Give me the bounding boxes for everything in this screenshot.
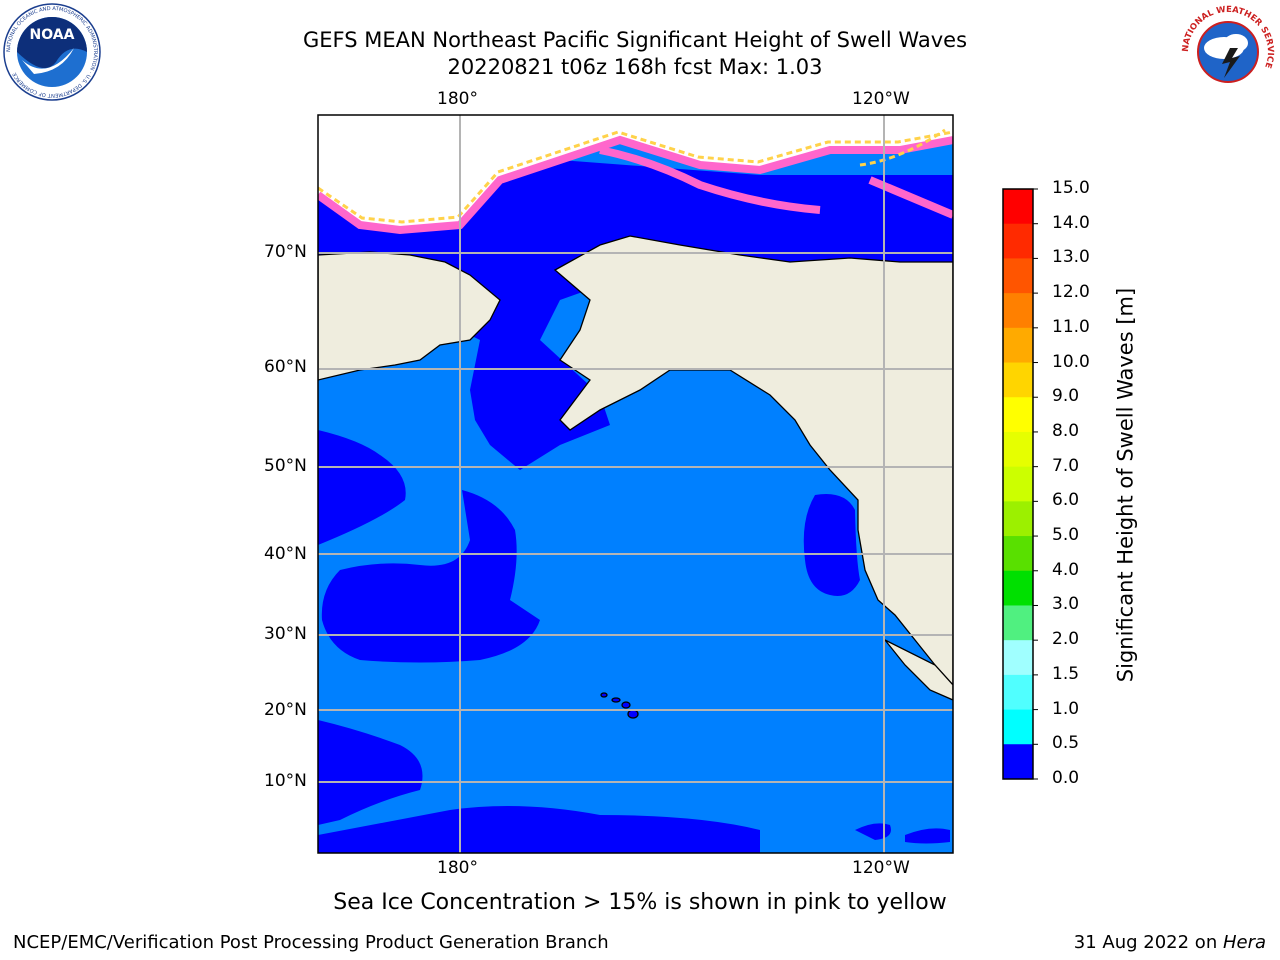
- colorbar-tick-label: 9.0: [1052, 386, 1080, 407]
- sea-ice-note: Sea Ice Concentration > 15% is shown in …: [333, 890, 947, 915]
- noaa-logo: NATIONAL OCEANIC AND ATMOSPHERIC ADMINIS…: [3, 3, 101, 101]
- graticule: [318, 115, 953, 853]
- footer-date-text: 31 Aug 2022 on: [1073, 932, 1223, 953]
- colorbar-segment-13: [1003, 640, 1033, 676]
- colorbar-tick-label: 1.5: [1052, 663, 1080, 684]
- colorbar-tick-label: 11.0: [1052, 316, 1090, 337]
- colorbar-tick-label: 10.0: [1052, 351, 1090, 372]
- lat-label-20n: 20°N: [264, 700, 307, 720]
- footer-organization: NCEP/EMC/Verification Post Processing Pr…: [13, 932, 609, 953]
- colorbar-tick-label: 7.0: [1052, 455, 1080, 476]
- footer-host: Hera: [1222, 932, 1266, 953]
- colorbar-segment-0: [1003, 189, 1033, 225]
- chart-subtitle: 20220821 t06z 168h fcst Max: 1.03: [447, 55, 823, 79]
- colorbar-segment-9: [1003, 501, 1033, 537]
- hawaii-islands: [600, 692, 639, 719]
- chart-title: GEFS MEAN Northeast Pacific Significant …: [302, 28, 968, 52]
- ocean-swell-0-0.5: [318, 160, 953, 853]
- colorbar-segment-3: [1003, 293, 1033, 329]
- colorbar-tick-label: 15.0: [1052, 178, 1090, 198]
- colorbar-segment-11: [1003, 570, 1033, 606]
- colorbar-tick-label: 2.0: [1052, 629, 1080, 650]
- colorbar-tick-label: 14.0: [1052, 212, 1090, 233]
- colorbar-tick-label: 5.0: [1052, 525, 1080, 546]
- svg-text:NOAA: NOAA: [30, 27, 75, 43]
- colorbar-segment-12: [1003, 605, 1033, 641]
- map-frame: [317, 114, 954, 854]
- colorbar-segment-15: [1003, 709, 1033, 745]
- lat-label-50n: 50°N: [264, 456, 307, 476]
- lon-label-bottom-180: 180°: [437, 858, 478, 878]
- colorbar-tick-label: 1.0: [1052, 698, 1080, 719]
- colorbar-frame: [1002, 188, 1034, 780]
- colorbar-segment-14: [1003, 674, 1033, 711]
- colorbar-segment-6: [1003, 397, 1033, 433]
- colorbar-segment-8: [1003, 466, 1033, 502]
- colorbar-tick-label: 12.0: [1052, 282, 1090, 303]
- lat-label-60n: 60°N: [264, 357, 307, 377]
- lat-label-70n: 70°N: [264, 242, 307, 262]
- colorbar-segment-5: [1003, 362, 1033, 398]
- colorbar-segment-7: [1003, 431, 1033, 468]
- colorbar-label: Significant Height of Swell Waves [m]: [1113, 287, 1138, 683]
- footer-date: 31 Aug 2022 on Hera: [1074, 932, 1266, 953]
- colorbar-segment-2: [1003, 258, 1033, 294]
- land: [318, 235, 953, 701]
- colorbar-segment-10: [1003, 536, 1033, 572]
- colorbar-tick-label: 4.0: [1052, 559, 1080, 580]
- lon-label-top-120w: 120°W: [852, 89, 910, 109]
- colorbar-segment-17: [1003, 744, 1033, 779]
- lat-label-30n: 30°N: [264, 624, 307, 644]
- lon-label-top-180: 180°: [437, 89, 478, 109]
- lon-label-bottom-120w: 120°W: [852, 858, 910, 878]
- colorbar-tick-label: 0.0: [1052, 768, 1080, 788]
- nws-logo: NATIONAL WEATHER SERVICE: [1180, 4, 1276, 100]
- colorbar-segment-4: [1003, 327, 1033, 364]
- colorbar-tick-label: 3.0: [1052, 594, 1080, 615]
- colorbar-tick-label: 8.0: [1052, 420, 1080, 441]
- sea-ice-edge-yellow: [318, 128, 953, 224]
- colorbar-tick-label: 0.5: [1052, 733, 1080, 754]
- colorbar-segment-1: [1003, 223, 1033, 259]
- lat-label-40n: 40°N: [264, 544, 307, 564]
- colorbar-tick-label: 13.0: [1052, 247, 1090, 268]
- colorbar-tick-label: 6.0: [1052, 490, 1080, 511]
- lat-label-10n: 10°N: [264, 771, 307, 791]
